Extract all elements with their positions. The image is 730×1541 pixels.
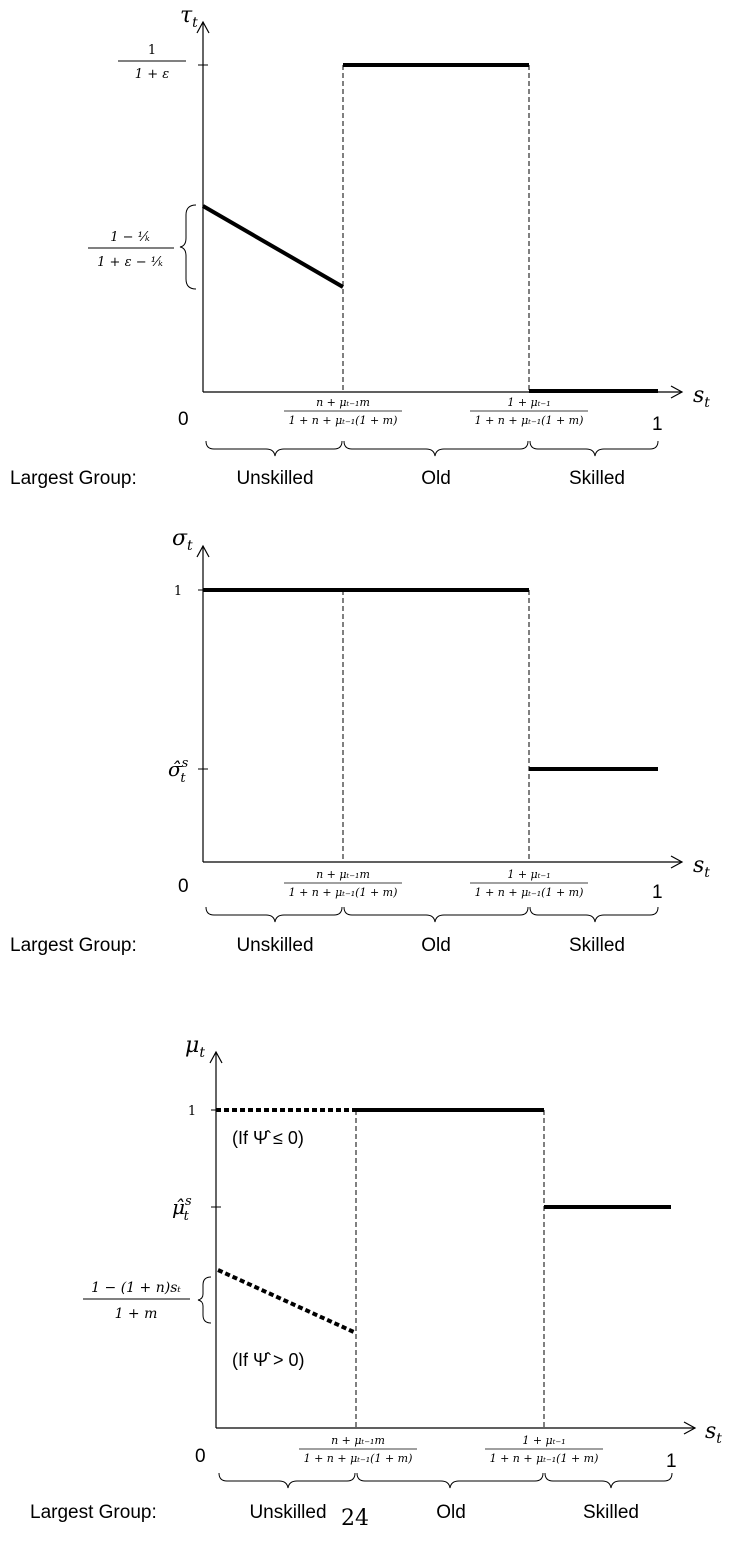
x-end-label: 1	[666, 1451, 677, 1472]
svg-text:1 + n + μₜ₋₁(1 + m): 1 + n + μₜ₋₁(1 + m)	[289, 414, 398, 427]
group-old: Old	[421, 468, 451, 489]
svg-text:1 + μₜ₋₁: 1 + μₜ₋₁	[507, 868, 550, 881]
group-old: Old	[421, 935, 451, 956]
svg-text:n + μₜ₋₁m: n + μₜ₋₁m	[331, 1434, 385, 1447]
y-tick-label-1: 1 1 + ε	[118, 43, 186, 82]
svg-text:1 + ε: 1 + ε	[135, 67, 169, 82]
svg-text:1 + n + μₜ₋₁(1 + m): 1 + n + μₜ₋₁(1 + m)	[304, 1452, 413, 1465]
x-end-label: 1	[652, 882, 663, 903]
panel-sigma: σt st 0 1 1 σ̂s t n + μₜ₋₁m 1 + n + μₜ₋₁(…	[10, 526, 710, 956]
y-tick-label-2: σ̂s t	[168, 756, 189, 786]
svg-text:1: 1	[148, 43, 156, 58]
group-unskilled: Unskilled	[236, 468, 313, 489]
svg-text:1 + n + μₜ₋₁(1 + m): 1 + n + μₜ₋₁(1 + m)	[475, 414, 584, 427]
brace	[197, 1276, 212, 1324]
y-axis-label: τt	[180, 3, 198, 31]
svg-text:1 + m: 1 + m	[115, 1306, 158, 1322]
group-old: Old	[436, 1502, 466, 1523]
page-number: 24	[341, 1506, 369, 1531]
x-axis-label: st	[693, 853, 710, 881]
brace-skilled	[529, 906, 659, 923]
brace-skilled	[544, 1472, 673, 1489]
brace-old	[356, 1472, 544, 1489]
brace-unskilled	[205, 906, 343, 923]
panel-tau: τt st 0 1 1 1 + ε 1 − ¹⁄ₖ 1 + ε − ¹⁄ₖ n …	[10, 3, 710, 489]
x-break-label-1: n + μₜ₋₁m 1 + n + μₜ₋₁(1 + m)	[284, 396, 402, 427]
svg-text:1 + n + μₜ₋₁(1 + m): 1 + n + μₜ₋₁(1 + m)	[475, 886, 584, 899]
segment-unskilled-if-psi-gt-0	[217, 1268, 357, 1335]
svg-text:1 + ε − ¹⁄ₖ: 1 + ε − ¹⁄ₖ	[97, 255, 163, 270]
x-break-label-2: 1 + μₜ₋₁ 1 + n + μₜ₋₁(1 + m)	[485, 1434, 603, 1465]
svg-text:1 − (1 + n)sₜ: 1 − (1 + n)sₜ	[91, 1280, 181, 1296]
group-unskilled: Unskilled	[249, 1502, 326, 1523]
group-skilled: Skilled	[583, 1502, 639, 1523]
x-break-label-2: 1 + μₜ₋₁ 1 + n + μₜ₋₁(1 + m)	[470, 868, 588, 899]
x-axis-label: st	[693, 383, 710, 411]
largest-group-label: Largest Group:	[30, 1502, 157, 1523]
group-skilled: Skilled	[569, 935, 625, 956]
origin-label: 0	[178, 876, 189, 897]
y-tick-label-2: 1 − ¹⁄ₖ 1 + ε − ¹⁄ₖ	[88, 204, 197, 290]
svg-text:n + μₜ₋₁m: n + μₜ₋₁m	[316, 868, 370, 881]
y-tick-label-3: 1 − (1 + n)sₜ 1 + m	[83, 1276, 212, 1324]
brace-unskilled	[205, 440, 343, 457]
segment-unskilled	[201, 204, 345, 289]
annotation-psi-le-0: (If Ψ̂ ≤ 0)	[232, 1128, 304, 1148]
x-break-label-1: n + μₜ₋₁m 1 + n + μₜ₋₁(1 + m)	[299, 1434, 417, 1465]
x-break-label-2: 1 + μₜ₋₁ 1 + n + μₜ₋₁(1 + m)	[470, 396, 588, 427]
svg-text:1 + μₜ₋₁: 1 + μₜ₋₁	[507, 396, 550, 409]
brace-old	[343, 440, 529, 457]
y-tick-label-2: μ̂s t	[172, 1194, 192, 1224]
y-axis-label: μt	[185, 1033, 205, 1061]
svg-text:1 + n + μₜ₋₁(1 + m): 1 + n + μₜ₋₁(1 + m)	[289, 886, 398, 899]
svg-text:1 + n + μₜ₋₁(1 + m): 1 + n + μₜ₋₁(1 + m)	[490, 1452, 599, 1465]
x-end-label: 1	[652, 414, 663, 435]
group-unskilled: Unskilled	[236, 935, 313, 956]
x-break-label-1: n + μₜ₋₁m 1 + n + μₜ₋₁(1 + m)	[284, 868, 402, 899]
y-tick-label-1: 1	[174, 584, 182, 599]
origin-label: 0	[195, 1446, 206, 1467]
svg-text:1 − ¹⁄ₖ: 1 − ¹⁄ₖ	[110, 230, 150, 245]
largest-group-label: Largest Group:	[10, 935, 137, 956]
svg-text:n + μₜ₋₁m: n + μₜ₋₁m	[316, 396, 370, 409]
svg-text:1 + μₜ₋₁: 1 + μₜ₋₁	[522, 1434, 565, 1447]
brace	[179, 204, 197, 290]
y-tick-label-1: 1	[188, 1104, 196, 1119]
group-skilled: Skilled	[569, 468, 625, 489]
origin-label: 0	[178, 409, 189, 430]
brace-unskilled	[218, 1472, 356, 1489]
annotation-psi-gt-0: (If Ψ̂ > 0)	[232, 1350, 305, 1370]
panel-mu: μt st 0 1 1 μ̂s t 1 − (1 + n)sₜ 1 + m (If…	[30, 1033, 722, 1523]
x-axis-label: st	[705, 1419, 722, 1447]
brace-skilled	[529, 440, 659, 457]
largest-group-label: Largest Group:	[10, 468, 137, 489]
brace-old	[343, 906, 529, 923]
y-axis-label: σt	[172, 526, 193, 554]
